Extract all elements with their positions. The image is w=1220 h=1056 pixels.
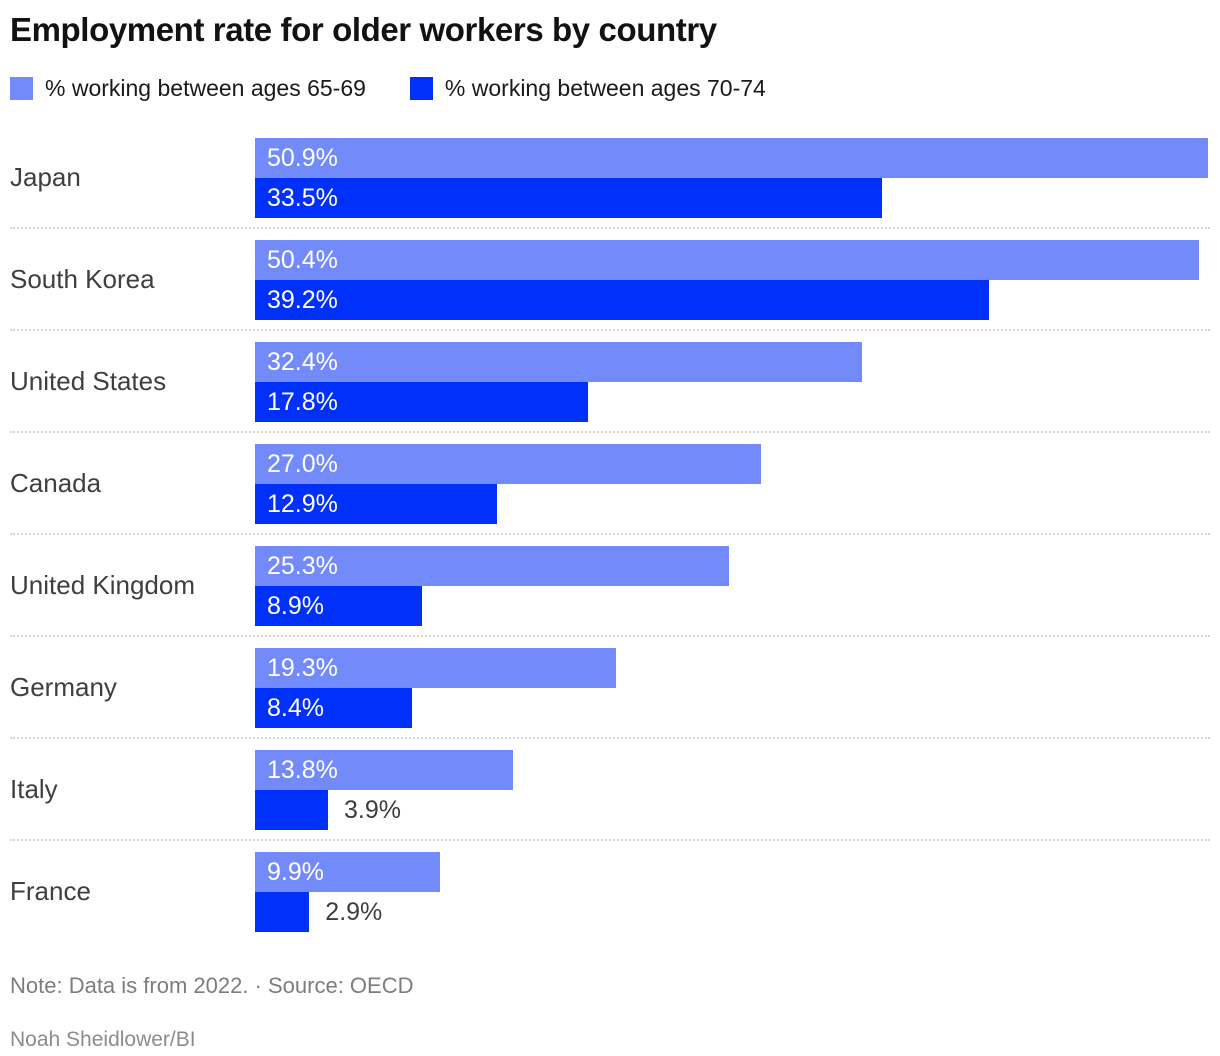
bar-group: 19.3% 8.4% <box>255 647 1210 728</box>
country-label: Japan <box>10 162 81 193</box>
bar-group: 50.9% 33.5% <box>255 137 1210 218</box>
bar-value-label: 17.8% <box>267 387 338 416</box>
country-row: Italy 13.8% 3.9% <box>10 739 1210 841</box>
bar-value-label: 27.0% <box>267 449 338 478</box>
bar-65-69: 19.3% <box>255 647 617 688</box>
legend-swatch-70-74-icon <box>409 76 433 100</box>
bar-value-label: 50.4% <box>267 245 338 274</box>
legend-swatch-65-69-icon <box>10 76 33 100</box>
bar-65-69: 9.9% <box>255 851 441 892</box>
country-row: Germany 19.3% 8.4% <box>10 637 1210 739</box>
country-row: Canada 27.0% 12.9% <box>10 433 1210 535</box>
bar-70-74: 12.9% <box>255 483 497 524</box>
bar-value-label: 32.4% <box>267 347 338 376</box>
country-label: United Kingdom <box>10 570 195 601</box>
chart-footer: Note: Data is from 2022. · Source: OECD … <box>10 973 1210 1052</box>
bar-value-label: 9.9% <box>267 857 324 886</box>
bar-value-label: 8.9% <box>267 591 324 620</box>
bar-value-label: 3.9% <box>344 795 401 824</box>
country-label: Italy <box>10 774 58 805</box>
author-credit: Noah Sheidlower/BI <box>10 1027 196 1051</box>
country-label: Germany <box>10 672 117 703</box>
bar-value-label: 50.9% <box>267 143 338 172</box>
bar-65-69: 50.9% <box>255 137 1209 178</box>
bar-70-74: 2.9% <box>255 891 382 932</box>
bar-group: 32.4% 17.8% <box>255 341 1210 422</box>
bar-65-69: 27.0% <box>255 443 761 484</box>
source-note: Note: Data is from 2022. · Source: OECD <box>10 972 414 998</box>
bar-group: 25.3% 8.9% <box>255 545 1210 626</box>
bar-value-label: 13.8% <box>267 755 338 784</box>
legend: % working between ages 65-69 % working b… <box>10 75 1210 102</box>
country-row: United Kingdom 25.3% 8.9% <box>10 535 1210 637</box>
country-row: United States 32.4% 17.8% <box>10 331 1210 433</box>
bar-value-label: 8.4% <box>267 693 324 722</box>
chart-title: Employment rate for older workers by cou… <box>10 11 717 48</box>
bar-chart: Japan 50.9% 33.5% South Korea 50.4% 39.2% Unit… <box>10 127 1210 941</box>
bar-value-label: 19.3% <box>267 653 338 682</box>
bar-value-label: 25.3% <box>267 551 338 580</box>
bar-group: 13.8% 3.9% <box>255 749 1210 830</box>
bar-70-74: 17.8% <box>255 381 589 422</box>
bar-65-69: 13.8% <box>255 749 514 790</box>
country-label: Canada <box>10 468 102 499</box>
bar-65-69: 25.3% <box>255 545 729 586</box>
country-row: Japan 50.9% 33.5% <box>10 127 1210 229</box>
bar-value-label: 12.9% <box>267 489 338 518</box>
bar-group: 9.9% 2.9% <box>255 851 1210 932</box>
bar-70-74: 8.9% <box>255 585 422 626</box>
bar-65-69: 50.4% <box>255 239 1199 280</box>
bar-group: 50.4% 39.2% <box>255 239 1210 320</box>
bar-70-74: 39.2% <box>255 279 990 320</box>
bar-value-label: 39.2% <box>267 285 338 314</box>
bar-65-69: 32.4% <box>255 341 862 382</box>
country-row: France 9.9% 2.9% <box>10 841 1210 941</box>
legend-item-70-74: % working between ages 70-74 <box>409 74 766 102</box>
bar-70-74: 3.9% <box>255 789 401 830</box>
country-label: South Korea <box>10 264 155 295</box>
legend-label-70-74: % working between ages 70-74 <box>444 74 766 101</box>
legend-item-65-69: % working between ages 65-69 <box>10 75 366 102</box>
country-label: France <box>10 876 91 907</box>
bar-value-label: 33.5% <box>267 183 338 212</box>
country-row: South Korea 50.4% 39.2% <box>10 229 1210 331</box>
bar-70-74: 8.4% <box>255 687 413 728</box>
bar-group: 27.0% 12.9% <box>255 443 1210 524</box>
country-label: United States <box>10 366 167 397</box>
bar-value-label: 2.9% <box>325 897 383 926</box>
bar-70-74: 33.5% <box>255 177 883 218</box>
legend-label-65-69: % working between ages 65-69 <box>45 74 366 101</box>
